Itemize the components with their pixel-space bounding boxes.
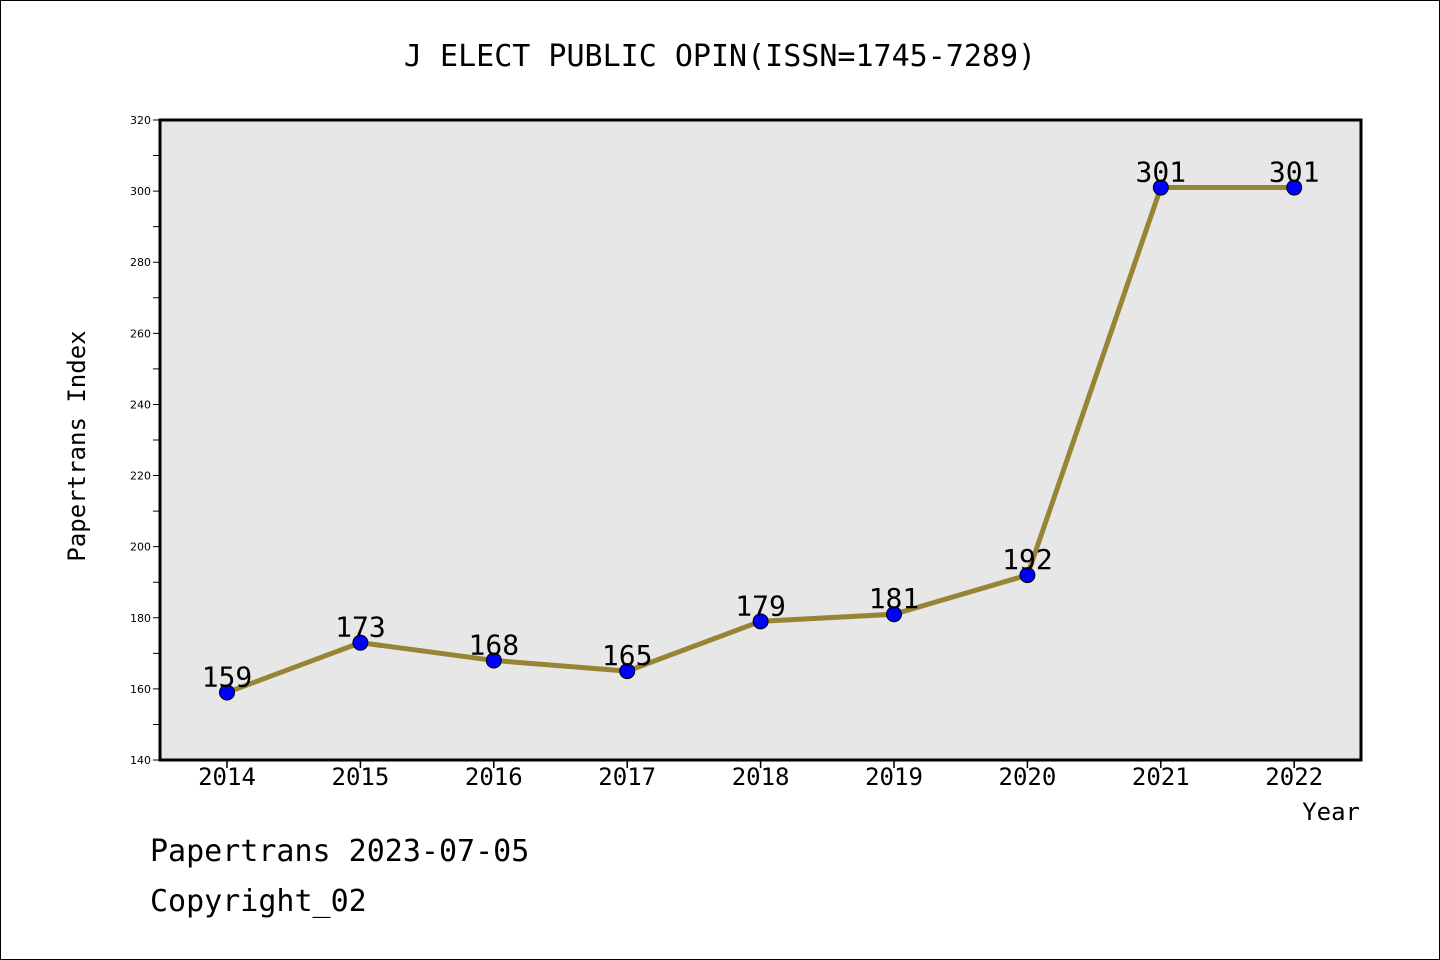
y-tick-label: 220 — [130, 470, 151, 483]
x-tick-label: 2022 — [1265, 763, 1323, 791]
x-tick-label: 2021 — [1132, 763, 1190, 791]
data-label: 165 — [602, 639, 653, 672]
y-tick-label: 200 — [130, 541, 151, 554]
chart-title: J ELECT PUBLIC OPIN(ISSN=1745-7289) — [404, 39, 1036, 74]
x-tick-label: 2017 — [598, 763, 656, 791]
plot-area — [160, 120, 1361, 760]
data-point — [619, 663, 636, 680]
data-point — [219, 684, 235, 701]
x-tick-label: 2019 — [865, 763, 923, 791]
y-tick-label: 240 — [130, 398, 151, 411]
footer-copyright: Copyright_02 — [150, 884, 367, 919]
y-tick-label: 180 — [130, 612, 151, 625]
data-label: 159 — [202, 660, 253, 693]
x-tick-label: 2018 — [732, 763, 790, 791]
data-point — [352, 634, 369, 651]
x-tick-label: 2020 — [999, 763, 1057, 791]
data-label: 301 — [1136, 156, 1187, 189]
x-axis-label: Year — [1302, 798, 1360, 826]
y-tick-label: 320 — [130, 114, 151, 127]
y-tick-label: 280 — [130, 256, 151, 269]
y-axis-label: Papertrans Index — [63, 330, 91, 561]
y-tick-label: 140 — [130, 754, 151, 767]
y-tick-label: 300 — [130, 185, 151, 198]
data-point — [886, 606, 902, 623]
data-label: 301 — [1269, 156, 1320, 189]
data-label: 173 — [335, 611, 386, 644]
data-label: 192 — [1002, 543, 1053, 576]
data-point — [485, 652, 502, 669]
y-tick-label: 260 — [130, 327, 151, 340]
data-point — [1019, 567, 1036, 584]
plot-border — [158, 118, 1363, 762]
data-point — [1286, 179, 1303, 196]
data-point — [1152, 179, 1169, 196]
x-tick-label: 2014 — [198, 763, 256, 791]
data-point — [752, 613, 769, 630]
data-label: 168 — [469, 628, 520, 661]
data-label: 179 — [735, 589, 786, 622]
y-tick-label: 160 — [130, 683, 151, 696]
data-label: 181 — [869, 582, 920, 615]
x-tick-label: 2016 — [465, 763, 523, 791]
footer-date: Papertrans 2023-07-05 — [150, 834, 530, 869]
x-tick-label: 2015 — [332, 763, 390, 791]
